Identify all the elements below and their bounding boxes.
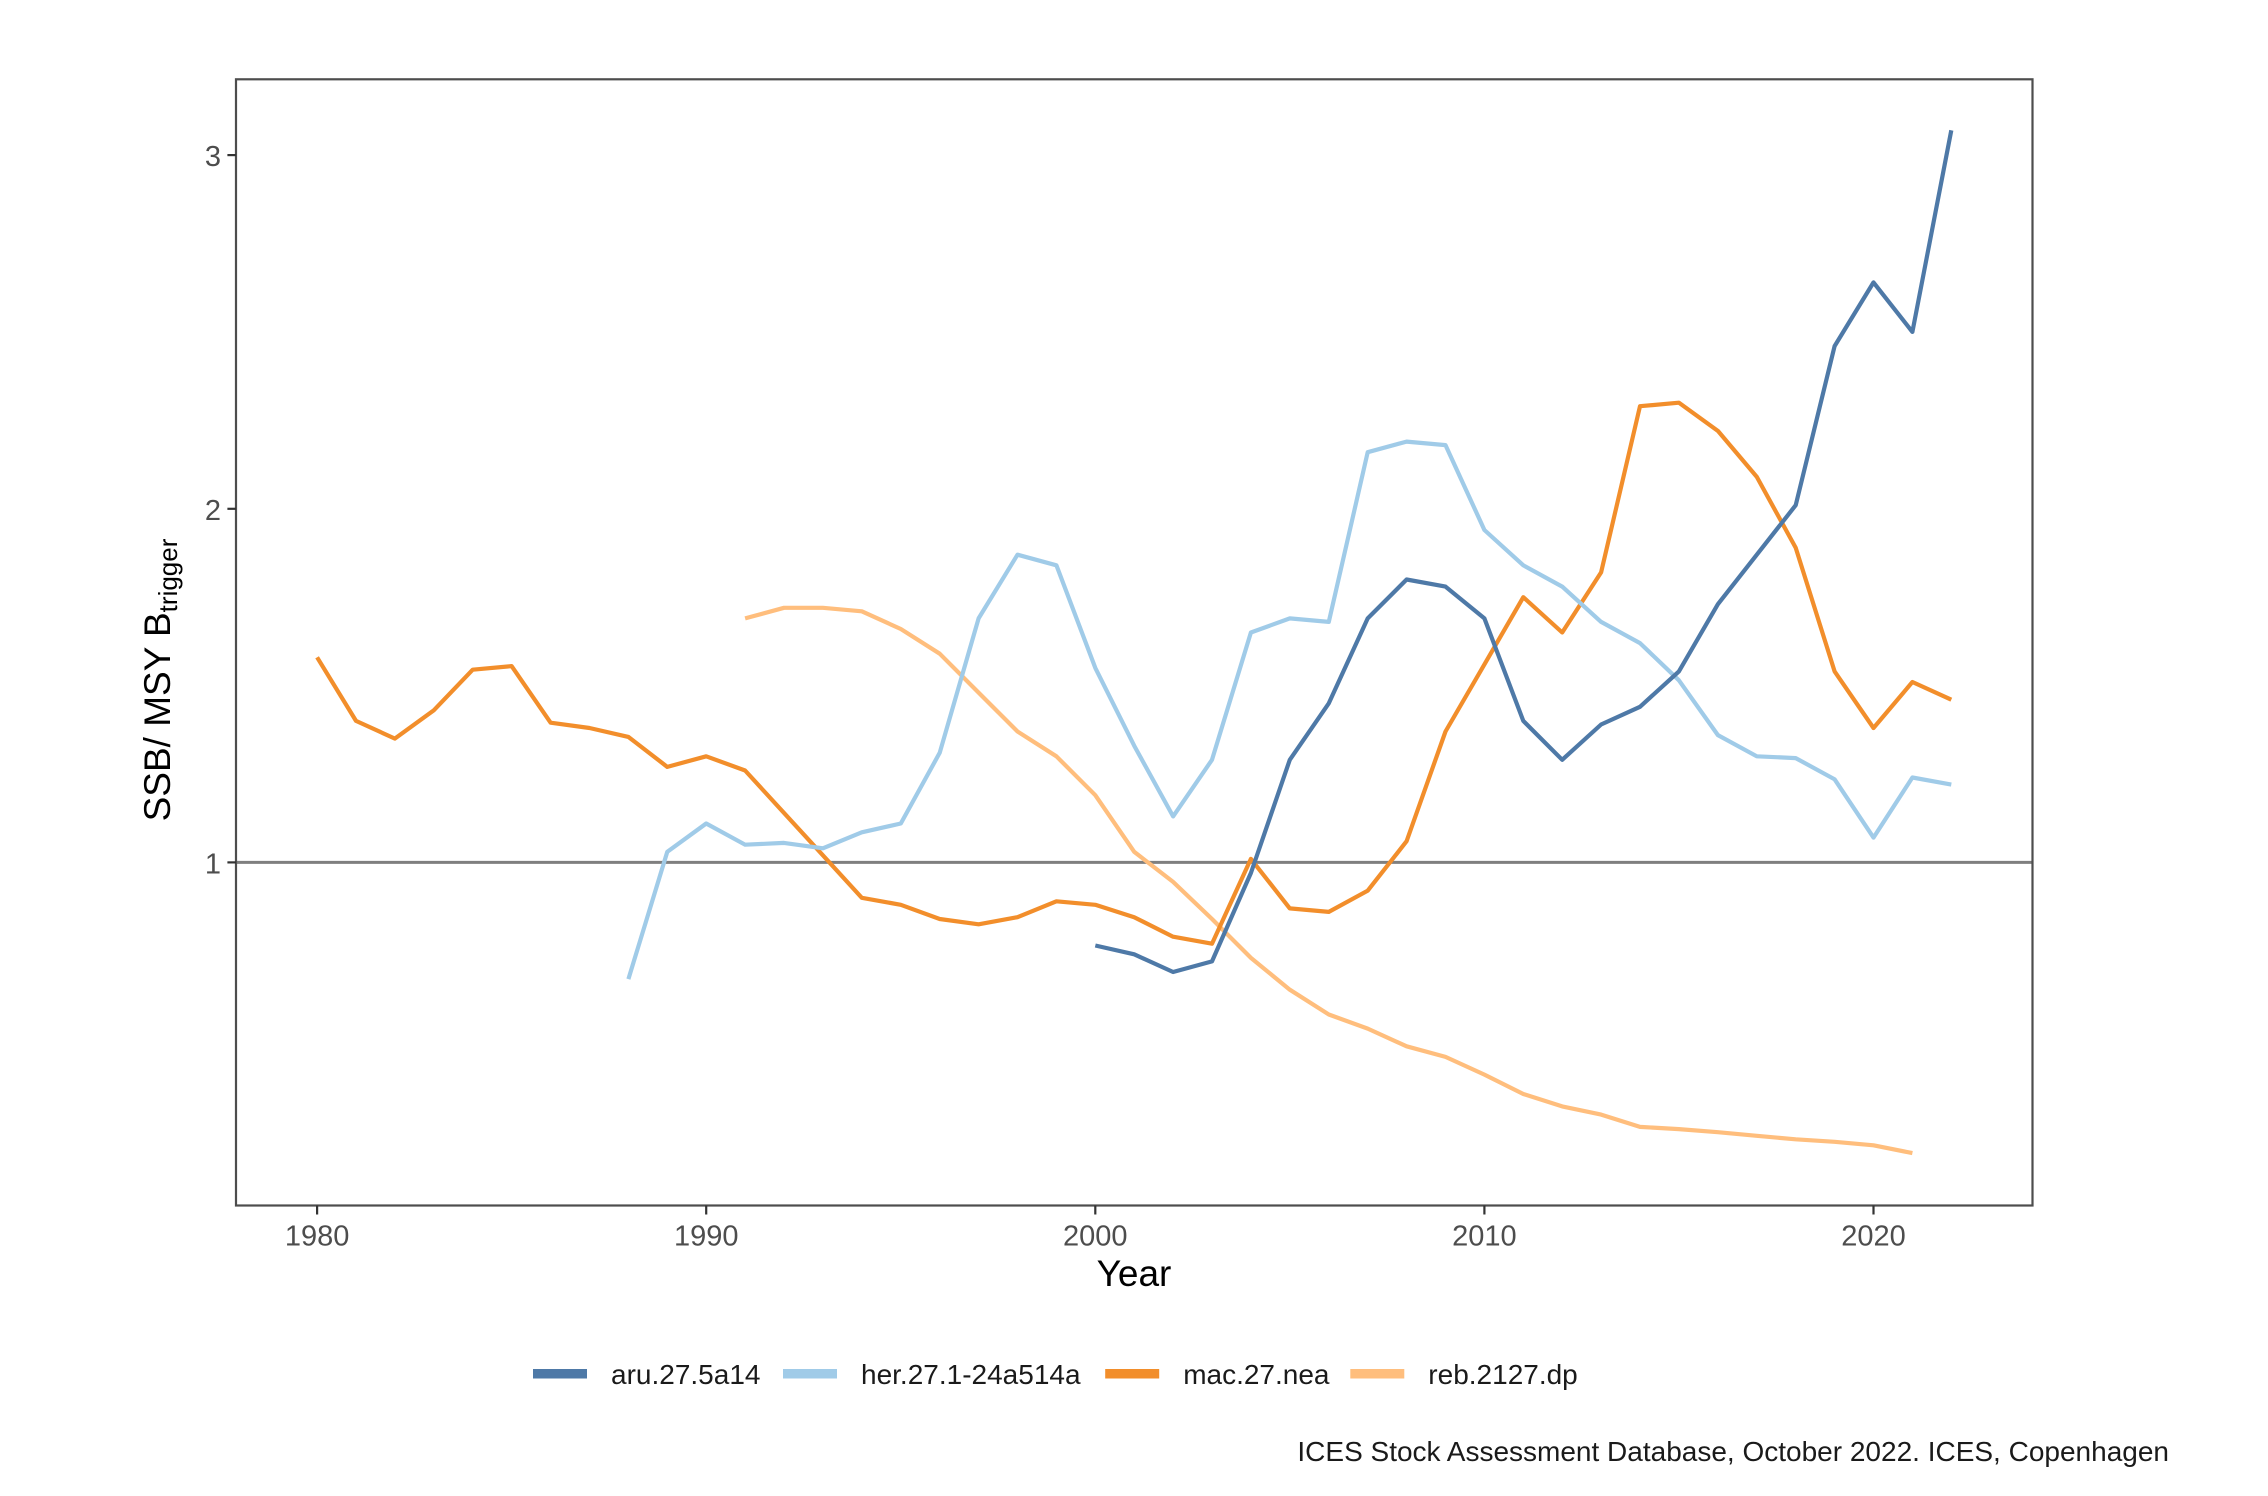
svg-text:1: 1 [205,848,221,880]
svg-text:2: 2 [205,495,221,527]
svg-text:2010: 2010 [1452,1221,1517,1253]
svg-text:1990: 1990 [674,1221,739,1253]
svg-text:ICES Stock Assessment Database: ICES Stock Assessment Database, October … [1297,1436,2169,1467]
svg-text:2020: 2020 [1841,1221,1906,1253]
svg-text:aru.27.5a14: aru.27.5a14 [611,1359,760,1390]
svg-text:1980: 1980 [285,1221,350,1253]
svg-text:2000: 2000 [1063,1221,1128,1253]
svg-text:her.27.1-24a514a: her.27.1-24a514a [861,1359,1081,1390]
svg-text:3: 3 [205,141,221,173]
svg-text:mac.27.nea: mac.27.nea [1183,1359,1330,1390]
svg-text:reb.2127.dp: reb.2127.dp [1428,1359,1577,1390]
svg-text:Year: Year [1097,1253,1172,1294]
